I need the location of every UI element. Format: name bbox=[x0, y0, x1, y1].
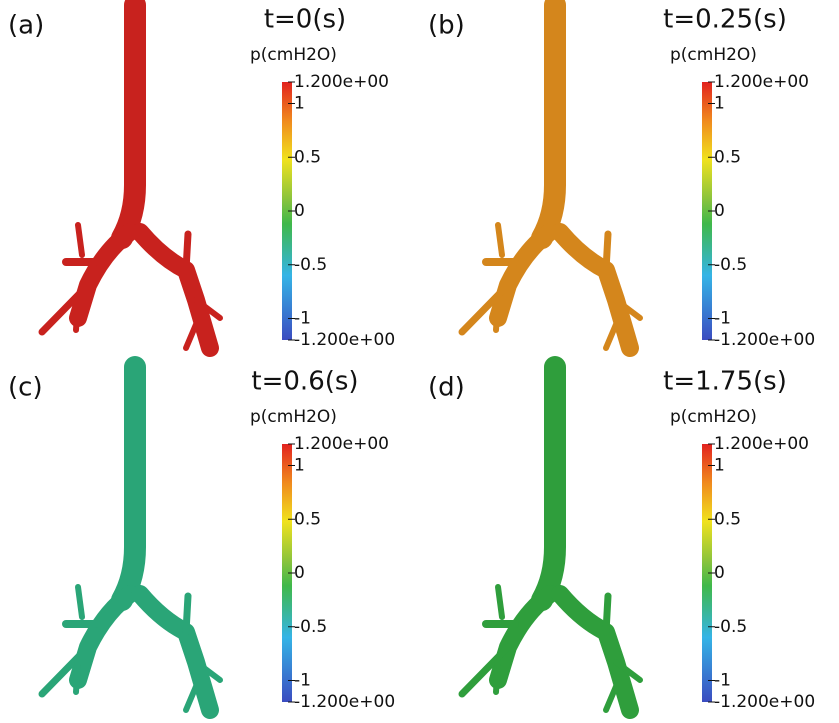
time-title: t=1.75(s) bbox=[663, 367, 787, 397]
colorbar-title: p(cmH2O) bbox=[670, 407, 757, 427]
colorbar-title: p(cmH2O) bbox=[670, 45, 757, 65]
tick-label: 1 bbox=[294, 94, 305, 114]
airway-branch bbox=[498, 594, 550, 680]
tick-label: 1.200e+00 bbox=[714, 72, 809, 92]
airway-branch bbox=[76, 300, 78, 330]
airway-branch bbox=[606, 234, 608, 270]
airway bbox=[42, 5, 220, 348]
airway-branch bbox=[76, 662, 78, 692]
colorbar-title: p(cmH2O) bbox=[250, 407, 337, 427]
panel: (a) t=0(s) p(cmH2O) 1.200e+001 0.5 0 -0.5 -1-1.… bbox=[8, 5, 395, 351]
tick-label: 0.5 bbox=[714, 147, 741, 167]
tick-label: 1 bbox=[294, 456, 305, 476]
airway bbox=[462, 367, 640, 710]
tick-label: -0.5 bbox=[294, 255, 327, 275]
tick-label: -1 bbox=[714, 671, 731, 691]
airway-branch bbox=[496, 662, 498, 692]
tick-label: 0.5 bbox=[714, 509, 741, 529]
tick-label: -0.5 bbox=[714, 617, 747, 637]
colorbar-title: p(cmH2O) bbox=[250, 45, 337, 65]
tick-label: 0.5 bbox=[294, 147, 321, 167]
airway-branch bbox=[606, 596, 608, 632]
airway-branch bbox=[78, 232, 130, 318]
airway bbox=[42, 367, 220, 710]
airway-branch bbox=[560, 232, 630, 348]
tick-label: 0 bbox=[714, 201, 725, 221]
tick-label: -0.5 bbox=[714, 255, 747, 275]
airway-branch bbox=[78, 225, 82, 255]
tick-label: 1.200e+00 bbox=[294, 72, 389, 92]
tick-label: -1.200e+00 bbox=[294, 692, 395, 712]
airway-branch bbox=[542, 5, 555, 238]
tick-label: -0.5 bbox=[294, 617, 327, 637]
airway-branch bbox=[186, 234, 188, 270]
airway-branch bbox=[560, 594, 630, 710]
time-title: t=0.25(s) bbox=[663, 5, 787, 35]
airway-branch bbox=[122, 5, 135, 238]
tick-label: -1.200e+00 bbox=[714, 330, 815, 350]
airway-branch bbox=[140, 594, 210, 710]
time-title: t=0(s) bbox=[264, 5, 346, 35]
tick-label: 1.200e+00 bbox=[294, 434, 389, 454]
airway-branch bbox=[186, 596, 188, 632]
tick-label: 1 bbox=[714, 94, 725, 114]
tick-label: -1 bbox=[294, 671, 311, 691]
tick-label: -1.200e+00 bbox=[714, 692, 815, 712]
airway-branch bbox=[122, 367, 135, 600]
time-title: t=0.6(s) bbox=[251, 367, 358, 397]
airway-branch bbox=[498, 232, 550, 318]
tick-label: 0 bbox=[294, 201, 305, 221]
panel: (b) t=0.25(s) p(cmH2O) 1.200e+001 0.5 0 -0.5 -1… bbox=[428, 5, 815, 351]
tick-label: -1 bbox=[294, 309, 311, 329]
tick-label: 1.200e+00 bbox=[714, 434, 809, 454]
panel: (d) t=1.75(s) p(cmH2O) 1.200e+001 0.5 0 -0.5 -1… bbox=[428, 367, 815, 713]
tick-label: 0 bbox=[294, 563, 305, 583]
panel-label: (d) bbox=[428, 373, 465, 403]
airway-branch bbox=[498, 225, 502, 255]
airway-branch bbox=[78, 587, 82, 617]
airway-branch bbox=[542, 367, 555, 600]
tick-label: 0.5 bbox=[294, 509, 321, 529]
airway-branch bbox=[498, 587, 502, 617]
panel-label: (b) bbox=[428, 11, 465, 41]
panel-label: (c) bbox=[8, 373, 43, 403]
tick-label: -1 bbox=[714, 309, 731, 329]
tick-label: 0 bbox=[714, 563, 725, 583]
tick-label: -1.200e+00 bbox=[294, 330, 395, 350]
airway-branch bbox=[140, 232, 210, 348]
airway bbox=[462, 5, 640, 348]
panel: (c) t=0.6(s) p(cmH2O) 1.200e+001 0.5 0 -0.5 -1-… bbox=[8, 367, 395, 713]
airway-branch bbox=[78, 594, 130, 680]
airway-branch bbox=[496, 300, 498, 330]
figure: (a)t=0(s)p(cmH2O)1.200e+0010.50-0.5-1-1.… bbox=[0, 0, 839, 723]
tick-label: 1 bbox=[714, 456, 725, 476]
panel-label: (a) bbox=[8, 11, 44, 41]
